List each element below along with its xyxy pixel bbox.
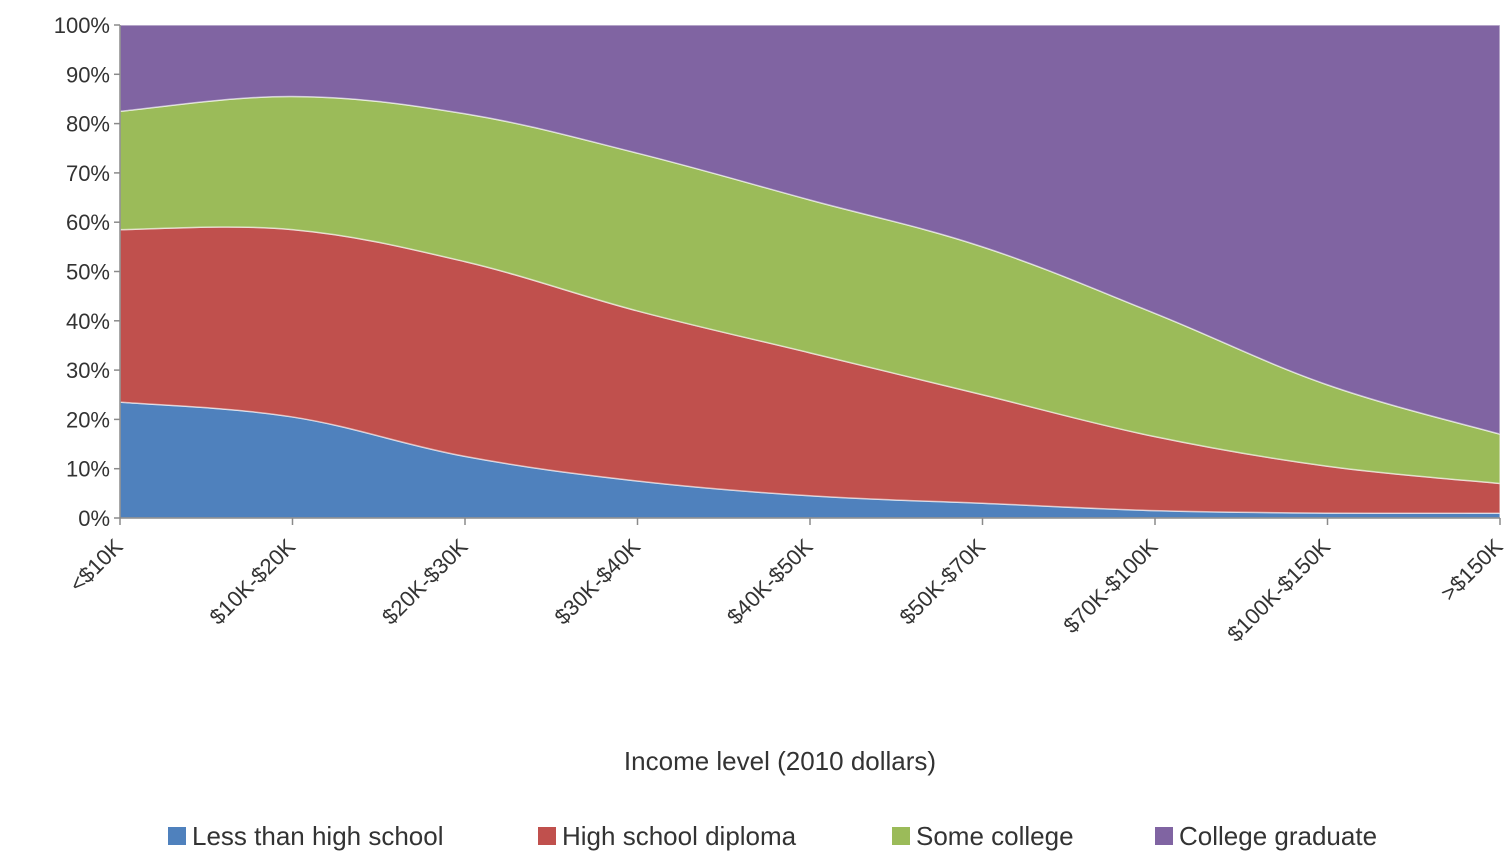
y-tick-label: 10%	[66, 457, 110, 482]
y-tick-label: 0%	[78, 506, 110, 531]
x-tick-label: $40K-$50K	[722, 534, 818, 630]
legend-label: College graduate	[1179, 821, 1377, 851]
x-ticks: <$10K $10K-$20K $20K-$30K $30K-$40K $40K-$50…	[64, 518, 1508, 647]
y-tick-label: 70%	[66, 161, 110, 186]
legend-swatch	[168, 827, 186, 845]
x-tick-label: $50K-$70K	[895, 534, 991, 630]
x-tick-label: $100K-$150K	[1222, 534, 1335, 647]
y-ticks: 0% 10% 20% 30% 40% 50% 60% 70% 80% 90% 100%	[54, 13, 120, 531]
legend-swatch	[538, 827, 556, 845]
x-tick-label: >$150K	[1436, 534, 1508, 606]
legend-label: Less than high school	[192, 821, 444, 851]
x-tick-label: <$10K	[64, 534, 127, 597]
y-tick-label: 60%	[66, 210, 110, 235]
y-tick-label: 20%	[66, 407, 110, 432]
y-tick-label: 90%	[66, 62, 110, 87]
legend-label: High school diploma	[562, 821, 797, 851]
x-axis-title: Income level (2010 dollars)	[624, 746, 936, 776]
areas-layer	[119, 24, 1501, 519]
legend-swatch	[1155, 827, 1173, 845]
y-tick-label: 40%	[66, 309, 110, 334]
x-tick-label: $10K-$20K	[205, 534, 301, 630]
y-tick-label: 50%	[66, 260, 110, 285]
legend-label: Some college	[916, 821, 1074, 851]
x-tick-label: $30K-$40K	[550, 534, 646, 630]
legend: Less than high school High school diploma…	[168, 821, 1377, 851]
area-college-graduate	[119, 24, 1501, 435]
x-tick-label: $20K-$30K	[377, 534, 473, 630]
legend-swatch	[892, 827, 910, 845]
y-tick-label: 30%	[66, 358, 110, 383]
y-tick-label: 100%	[54, 13, 110, 38]
x-tick-label: $70K-$100K	[1058, 534, 1162, 638]
y-tick-label: 80%	[66, 112, 110, 137]
